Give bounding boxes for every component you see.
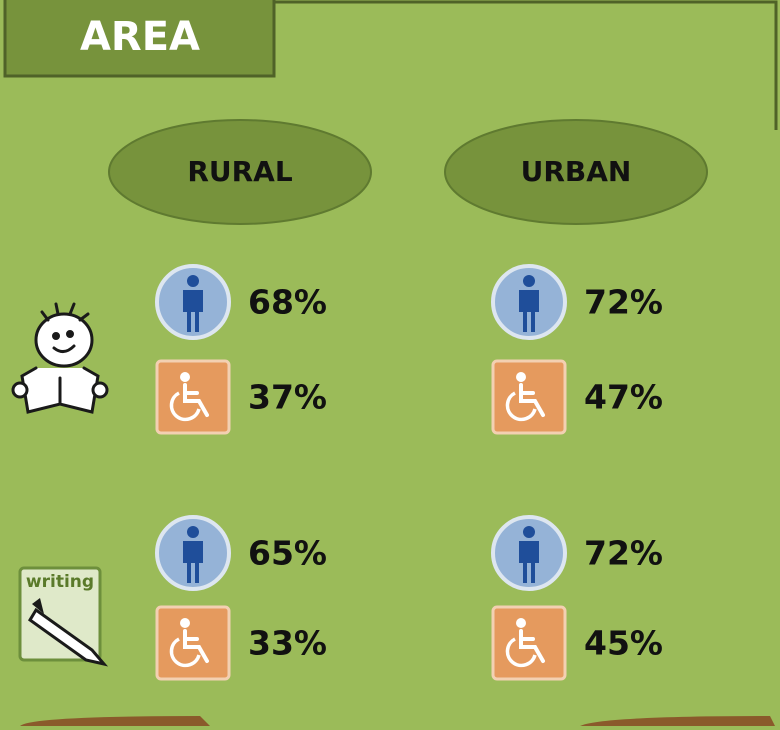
person-icon [157, 517, 229, 589]
person-icon [157, 266, 229, 338]
percent-value: 37% [248, 378, 327, 417]
wheelchair-icon [493, 361, 565, 433]
percent-value: 68% [248, 283, 327, 322]
page: {"header": {"title": "AREA"}, "columns":… [0, 0, 780, 726]
column-label: RURAL [187, 155, 293, 188]
person-head [523, 275, 535, 287]
header-title: AREA [80, 14, 200, 60]
writing-label: writing [26, 572, 94, 592]
icon-square [493, 607, 565, 679]
percent-value: 72% [584, 534, 663, 573]
person-head [523, 526, 535, 538]
wheelchair-head [516, 618, 526, 628]
infographic: AREA writing RURAL URBAN 68% 37% 72% 47% 65% 33… [0, 0, 780, 726]
icon-square [493, 361, 565, 433]
icon-square [157, 607, 229, 679]
wheelchair-head [180, 618, 190, 628]
wheelchair-icon [493, 607, 565, 679]
person-head [187, 526, 199, 538]
column-label: URBAN [521, 155, 632, 188]
percent-value: 47% [584, 378, 663, 417]
person-icon [493, 517, 565, 589]
wheelchair-icon [157, 607, 229, 679]
percent-value: 45% [584, 624, 663, 663]
wheelchair-head [516, 372, 526, 382]
wheelchair-icon [157, 361, 229, 433]
percent-value: 33% [248, 624, 327, 663]
wheelchair-head [180, 372, 190, 382]
percent-value: 72% [584, 283, 663, 322]
person-head [187, 275, 199, 287]
background [0, 0, 780, 726]
icon-square [157, 361, 229, 433]
person-icon [493, 266, 565, 338]
percent-value: 65% [248, 534, 327, 573]
